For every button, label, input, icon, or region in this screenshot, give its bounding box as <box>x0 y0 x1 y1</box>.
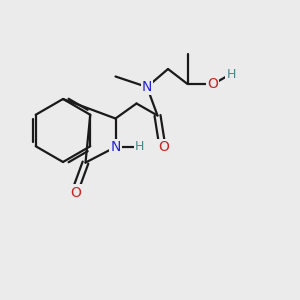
Text: N: N <box>142 80 152 94</box>
Text: H: H <box>135 140 144 154</box>
Text: N: N <box>110 140 121 154</box>
Text: O: O <box>158 140 169 154</box>
Text: H: H <box>226 68 236 81</box>
Text: O: O <box>70 186 81 200</box>
Text: O: O <box>207 77 218 91</box>
